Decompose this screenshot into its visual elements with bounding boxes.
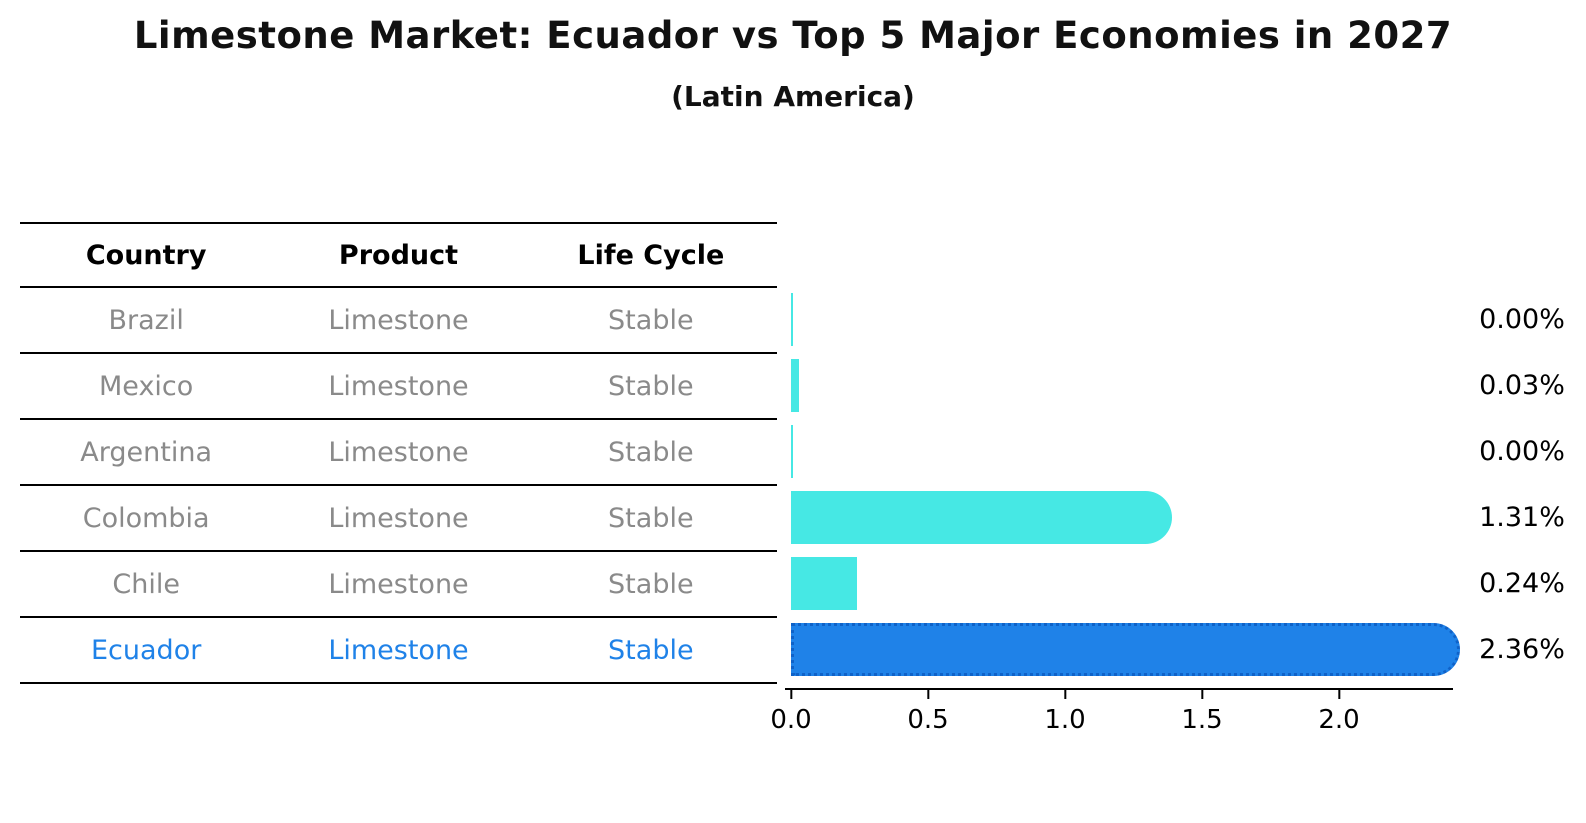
x-axis-tick: 0.5 (907, 690, 949, 735)
bar-row (791, 484, 1491, 550)
cell-country: Ecuador (91, 634, 202, 666)
cell-product: Limestone (328, 502, 469, 534)
chart-title: Limestone Market: Ecuador vs Top 5 Major… (133, 14, 1453, 57)
value-label: 1.31% (1479, 501, 1565, 533)
cell-life-cycle: Stable (608, 436, 694, 468)
table-row: Brazil Limestone Stable (20, 288, 777, 354)
value-label: 2.36% (1479, 633, 1565, 665)
cell-country: Brazil (108, 304, 184, 336)
cell-country: Mexico (99, 370, 194, 402)
x-axis-tick: 1.5 (1181, 690, 1223, 735)
bar-row (791, 616, 1491, 682)
bar-colombia (791, 490, 1172, 544)
cell-country: Argentina (80, 436, 213, 468)
tick-mark (926, 690, 929, 699)
tick-label: 1.0 (1044, 705, 1086, 735)
bar-row (791, 550, 1491, 616)
x-axis-tick: 0.0 (770, 690, 812, 735)
cell-life-cycle: Stable (608, 304, 694, 336)
cell-product: Limestone (328, 304, 469, 336)
table-header-life-cycle: Life Cycle (577, 239, 725, 271)
table-row: Colombia Limestone Stable (20, 486, 777, 552)
bar-argentina (791, 424, 793, 478)
table-row: Mexico Limestone Stable (20, 354, 777, 420)
cell-country: Chile (112, 568, 180, 600)
cell-product: Limestone (328, 436, 469, 468)
cell-country: Colombia (82, 502, 210, 534)
country-table: Country Product Life Cycle Brazil Limest… (20, 222, 777, 684)
bar-row (791, 418, 1491, 484)
tick-label: 0.5 (907, 705, 949, 735)
bar-ecuador-highlighted (791, 622, 1460, 676)
bar-brazil (791, 292, 793, 346)
tick-label: 0.0 (770, 705, 812, 735)
bar-mexico (791, 358, 799, 412)
table-row: Chile Limestone Stable (20, 552, 777, 618)
cell-life-cycle: Stable (608, 568, 694, 600)
value-label: 0.24% (1479, 567, 1565, 599)
table-header-product: Product (338, 239, 459, 271)
cell-life-cycle: Stable (608, 370, 694, 402)
table-header-country: Country (85, 239, 207, 271)
x-axis-tick: 1.0 (1044, 690, 1086, 735)
table-row: Argentina Limestone Stable (20, 420, 777, 486)
bar-row (791, 286, 1491, 352)
cell-product: Limestone (328, 634, 469, 666)
value-label: 0.00% (1479, 435, 1565, 467)
tick-label: 1.5 (1181, 705, 1223, 735)
cell-product: Limestone (328, 370, 469, 402)
tick-label: 2.0 (1318, 705, 1360, 735)
chart-subtitle: (Latin America) (671, 80, 915, 113)
tick-mark (1063, 690, 1066, 699)
cell-life-cycle: Stable (608, 634, 694, 666)
value-labels: 0.00% 0.03% 0.00% 1.31% 0.24% 2.36% (1458, 286, 1586, 682)
value-label: 0.03% (1479, 369, 1565, 401)
tick-mark (1200, 690, 1203, 699)
bar-chart (791, 286, 1491, 682)
table-header-row: Country Product Life Cycle (20, 224, 777, 288)
tick-mark (1337, 690, 1340, 699)
x-axis-line (785, 688, 1453, 690)
bar-chile (791, 556, 857, 610)
cell-life-cycle: Stable (608, 502, 694, 534)
table-row-highlighted: Ecuador Limestone Stable (20, 618, 777, 684)
cell-product: Limestone (328, 568, 469, 600)
tick-mark (789, 690, 792, 699)
x-axis: 0.0 0.5 1.0 1.5 2.0 (770, 688, 1491, 748)
x-axis-tick: 2.0 (1318, 690, 1360, 735)
value-label: 0.00% (1479, 303, 1565, 335)
bar-row (791, 352, 1491, 418)
